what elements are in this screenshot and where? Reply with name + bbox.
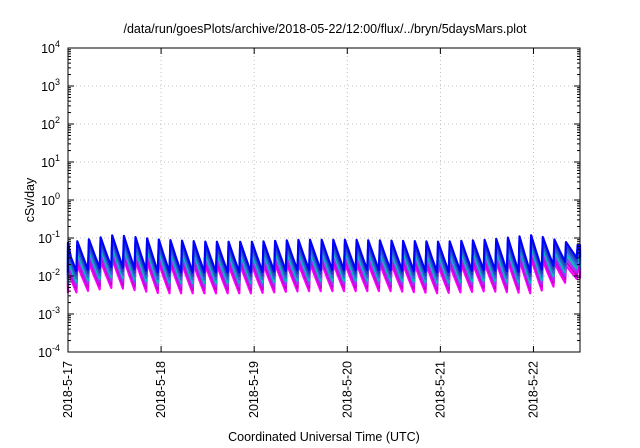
y-tick-label: 102 (41, 115, 60, 132)
series-line (66, 242, 582, 281)
y-tick-label: 10-1 (38, 229, 60, 246)
x-tick-label: 2018-5-18 (154, 361, 168, 418)
grid (68, 48, 580, 352)
y-axis-label: cSv/day (23, 177, 37, 222)
series-line (66, 245, 582, 284)
series-line (66, 234, 582, 274)
series-line (66, 257, 582, 295)
y-tick-label: 100 (41, 191, 60, 208)
x-axis: 2018-5-17 2018-5-18 2018-5-19 2018-5-20 2018… (61, 48, 540, 418)
y-tick-label: 104 (41, 39, 60, 56)
x-tick-label: 2018-5-22 (526, 361, 540, 418)
y-tick-label: 10-2 (38, 267, 60, 284)
y-tick-label: 10-4 (38, 343, 60, 360)
y-tick-label: 10-3 (38, 305, 60, 322)
chart-title: /data/run/goesPlots/archive/2018-05-22/1… (123, 22, 527, 36)
y-tick-label: 101 (41, 153, 60, 170)
x-tick-label: 2018-5-19 (247, 361, 261, 418)
x-tick-label: 2018-5-20 (340, 361, 354, 418)
x-tick-label: 2018-5-17 (61, 361, 75, 418)
plot-area (66, 234, 582, 295)
x-tick-label: 2018-5-21 (433, 361, 447, 418)
x-axis-label: Coordinated Universal Time (UTC) (228, 430, 420, 444)
y-axis: 10-4 10-3 10-2 10-1 100 101 102 103 104 (38, 39, 580, 360)
y-tick-label: 103 (41, 77, 60, 94)
series-line (66, 253, 582, 291)
